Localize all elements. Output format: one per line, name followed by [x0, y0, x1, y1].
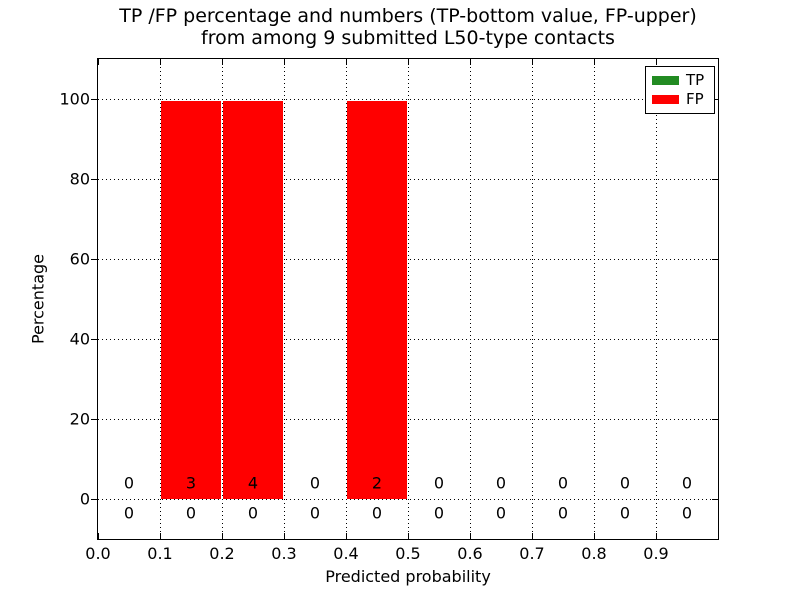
fp-count-label: 0: [619, 473, 631, 493]
tp-count-label: 0: [557, 503, 569, 523]
x-axis-label: Predicted probability: [325, 567, 491, 586]
x-tick-mark-top: [532, 59, 534, 65]
x-gridline: [656, 59, 657, 539]
x-tick-mark: [594, 533, 596, 539]
x-tick-label: 0.9: [643, 544, 669, 563]
tp-legend-label: TP: [686, 71, 705, 89]
fp-count-label: 0: [495, 473, 507, 493]
y-tick-mark: [91, 339, 98, 341]
y-tick-label: 0: [79, 489, 90, 509]
y-tick-mark: [91, 179, 98, 181]
chart-title-line1: TP /FP percentage and numbers (TP-bottom…: [119, 5, 697, 27]
x-tick-mark-top: [470, 59, 472, 65]
fp-count-label: 0: [681, 473, 693, 493]
tp-count-label: 0: [371, 503, 383, 523]
x-tick-mark: [346, 533, 348, 539]
x-gridline: [594, 59, 595, 539]
fp-count-label: 0: [557, 473, 569, 493]
x-gridline: [408, 59, 409, 539]
y-tick-mark: [91, 499, 98, 501]
fp-bar: [347, 101, 407, 499]
x-tick-label: 0.1: [147, 544, 173, 563]
tp-count-label: 0: [433, 503, 445, 523]
x-tick-label: 0.0: [85, 544, 111, 563]
fp-bar: [223, 101, 283, 499]
y-tick-label: 60: [69, 249, 90, 269]
x-tick-mark: [656, 533, 658, 539]
y-tick-mark-right: [712, 419, 718, 421]
y-tick-mark: [91, 99, 98, 101]
x-tick-mark-top: [98, 59, 100, 65]
x-tick-label: 0.6: [457, 544, 483, 563]
x-tick-label: 0.4: [333, 544, 359, 563]
x-tick-mark: [408, 533, 410, 539]
y-tick-mark-right: [712, 179, 718, 181]
x-gridline: [284, 59, 285, 539]
legend-item-fp: FP: [652, 92, 708, 107]
x-tick-mark-top: [222, 59, 224, 65]
x-gridline: [532, 59, 533, 539]
x-tick-label: 0.3: [271, 544, 297, 563]
x-tick-mark-top: [594, 59, 596, 65]
fp-count-label: 0: [123, 473, 135, 493]
x-tick-mark: [160, 533, 162, 539]
y-tick-label: 100: [59, 89, 90, 109]
fp-count-label: 0: [433, 473, 445, 493]
y-tick-mark: [91, 259, 98, 261]
x-tick-mark: [532, 533, 534, 539]
x-tick-mark-top: [346, 59, 348, 65]
tp-legend-swatch-icon: [652, 76, 679, 85]
x-gridline: [346, 59, 347, 539]
tp-count-label: 0: [681, 503, 693, 523]
x-tick-mark: [470, 533, 472, 539]
x-tick-mark-top: [408, 59, 410, 65]
tp-count-label: 0: [495, 503, 507, 523]
legend: TP FP: [645, 66, 715, 114]
tp-count-label: 0: [185, 503, 197, 523]
fp-legend-swatch-icon: [652, 95, 679, 104]
y-tick-mark: [91, 419, 98, 421]
x-tick-label: 0.8: [581, 544, 607, 563]
x-tick-mark-top: [284, 59, 286, 65]
y-tick-mark-right: [712, 499, 718, 501]
chart-title-line2: from among 9 submitted L50-type contacts: [201, 27, 615, 49]
x-tick-mark: [98, 533, 100, 539]
y-tick-label: 20: [69, 409, 90, 429]
fp-count-label: 3: [185, 473, 197, 493]
x-gridline: [470, 59, 471, 539]
y-tick-mark-right: [712, 259, 718, 261]
x-tick-label: 0.5: [395, 544, 421, 563]
chart-title: TP /FP percentage and numbers (TP-bottom…: [97, 5, 719, 49]
fp-legend-label: FP: [686, 90, 704, 108]
fp-bar: [161, 101, 221, 499]
x-tick-label: 0.2: [209, 544, 235, 563]
fp-count-label: 4: [247, 473, 259, 493]
x-gridline: [222, 59, 223, 539]
x-tick-mark-top: [160, 59, 162, 65]
x-tick-mark: [222, 533, 224, 539]
tp-count-label: 0: [309, 503, 321, 523]
x-tick-label: 0.7: [519, 544, 545, 563]
tp-count-label: 0: [123, 503, 135, 523]
legend-item-tp: TP: [652, 73, 708, 88]
y-tick-label: 40: [69, 329, 90, 349]
y-tick-mark-right: [712, 339, 718, 341]
x-tick-mark: [284, 533, 286, 539]
fp-count-label: 2: [371, 473, 383, 493]
fp-count-label: 0: [309, 473, 321, 493]
y-tick-label: 80: [69, 169, 90, 189]
x-tick-mark-top: [656, 59, 658, 65]
tp-count-label: 0: [247, 503, 259, 523]
y-tick-mark-right: [712, 99, 718, 101]
tp-count-label: 0: [619, 503, 631, 523]
x-gridline: [160, 59, 161, 539]
